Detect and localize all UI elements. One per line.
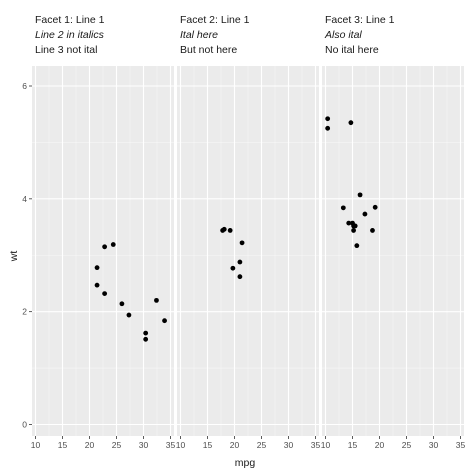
data-point	[110, 242, 116, 247]
y-tick-label: 6	[22, 81, 27, 91]
data-point	[94, 282, 100, 288]
x-tick-label: 30	[139, 440, 149, 450]
data-point	[351, 228, 356, 233]
facet-panel-3	[322, 66, 464, 436]
data-point	[162, 318, 167, 324]
data-point	[221, 226, 227, 232]
strip-line-1: Facet 2: Line 1	[180, 14, 250, 26]
x-tick-label: 25	[257, 440, 267, 450]
facet-strip-1: Facet 1: Line 1 Line 2 in italics Line 3 n…	[35, 14, 105, 56]
x-tick-label: 20	[375, 440, 385, 450]
data-point	[143, 336, 149, 342]
strip-line-3: But not here	[180, 44, 237, 56]
x-tick-label: 10	[31, 440, 41, 450]
x-tick-label: 30	[284, 440, 294, 450]
x-tick-label: 15	[203, 440, 213, 450]
x-tick-label: 20	[85, 440, 95, 450]
data-point	[230, 265, 236, 271]
data-point	[239, 240, 245, 246]
x-tick-label: 10	[176, 440, 186, 450]
data-point	[325, 125, 331, 131]
data-point	[372, 204, 378, 210]
data-point	[357, 192, 363, 198]
data-point	[325, 116, 331, 122]
y-tick-label: 0	[22, 420, 27, 430]
data-point	[154, 297, 159, 303]
facet-panel-2	[177, 66, 319, 436]
data-point	[143, 330, 149, 336]
facet-panel-1	[32, 66, 174, 436]
y-tick-label: 4	[22, 194, 27, 204]
y-axis: 0 2 4 6	[22, 81, 32, 430]
strip-line-1: Facet 1: Line 1	[35, 14, 105, 26]
strip-line-2: Also ital	[324, 29, 362, 41]
facet-strips: Facet 1: Line 1 Line 2 in italics Line 3 n…	[35, 14, 395, 56]
data-point	[94, 265, 100, 271]
strip-line-2: Ital here	[180, 29, 218, 41]
x-tick-label: 20	[230, 440, 240, 450]
data-point	[340, 205, 346, 211]
data-point	[348, 120, 354, 126]
data-point	[126, 312, 132, 318]
y-axis-title: wt	[8, 251, 20, 263]
data-point	[237, 259, 243, 265]
x-tick-label: 25	[112, 440, 122, 450]
facet-strip-3: Facet 3: Line 1 Also ital No ital here	[324, 14, 395, 56]
x-tick-label: 15	[58, 440, 68, 450]
strip-line-2: Line 2 in italics	[35, 29, 105, 41]
data-point	[102, 244, 108, 250]
x-axis-title: mpg	[235, 457, 256, 469]
x-tick-label: 35	[456, 440, 466, 450]
data-point	[119, 301, 125, 307]
data-point	[352, 223, 358, 229]
data-point	[102, 291, 108, 297]
x-tick-label: 35	[166, 440, 176, 450]
data-point	[370, 228, 375, 233]
data-point	[227, 228, 233, 233]
x-tick-label: 25	[402, 440, 412, 450]
x-tick-label: 30	[429, 440, 439, 450]
data-point	[362, 211, 368, 217]
x-tick-label: 35	[311, 440, 321, 450]
strip-line-3: Line 3 not ital	[35, 44, 97, 56]
x-tick-label: 15	[348, 440, 358, 450]
strip-line-3: No ital here	[325, 44, 379, 56]
x-tick-label: 10	[321, 440, 331, 450]
facet-panels	[32, 66, 464, 436]
data-point	[237, 274, 243, 280]
facet-strip-2: Facet 2: Line 1 Ital here But not here	[180, 14, 250, 56]
data-point	[346, 220, 352, 226]
strip-line-1: Facet 3: Line 1	[325, 14, 395, 26]
data-point	[354, 243, 360, 249]
y-tick-label: 2	[22, 307, 27, 317]
x-axis: 10 15 20 25 30 35 10 15 20 25 30 35 10 15 20 25 30 35	[31, 436, 466, 450]
